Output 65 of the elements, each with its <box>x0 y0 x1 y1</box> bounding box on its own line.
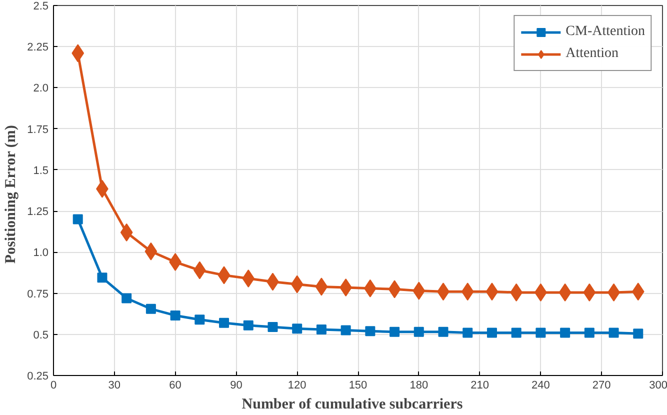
point <box>146 304 156 314</box>
point <box>633 328 644 339</box>
point <box>340 325 351 336</box>
point <box>365 326 376 336</box>
point <box>558 283 572 302</box>
point <box>536 328 546 338</box>
y-tick-label: 2.0 <box>33 82 49 95</box>
x-tick-label: 120 <box>288 380 306 392</box>
point <box>486 328 497 338</box>
point <box>120 223 133 242</box>
x-tick-label: 30 <box>108 380 121 392</box>
y-tick-label: 2.25 <box>27 42 49 54</box>
point <box>560 328 570 338</box>
x-tick-label: 240 <box>532 380 550 392</box>
y-tick-label: 2.5 <box>33 0 49 12</box>
x-tick-label: 150 <box>348 380 368 392</box>
point <box>292 324 302 334</box>
point <box>290 275 304 294</box>
point <box>583 283 596 302</box>
point <box>122 293 132 304</box>
x-tick-label: 270 <box>592 380 611 392</box>
point <box>511 328 522 338</box>
y-tick-label: 0.5 <box>33 329 49 342</box>
y-tick-label: 1.5 <box>33 164 49 177</box>
point <box>438 326 448 337</box>
point <box>219 318 230 328</box>
point <box>486 282 498 301</box>
x-tick-label: 60 <box>169 380 182 392</box>
point <box>268 322 278 332</box>
point <box>170 310 180 320</box>
point <box>388 280 401 298</box>
point <box>315 278 328 296</box>
point <box>243 320 254 330</box>
point <box>72 214 83 224</box>
x-tick-label: 90 <box>230 380 242 392</box>
x-axis-title: Number of cumulative subcarriers <box>242 396 463 412</box>
point <box>316 324 326 334</box>
point <box>608 328 619 338</box>
x-tick-label: 300 <box>649 380 667 392</box>
x-tick-label: 210 <box>470 380 489 392</box>
point <box>412 282 426 300</box>
point <box>194 314 205 325</box>
y-tick-label: 0.25 <box>27 370 49 382</box>
x-tick-label: 180 <box>410 380 428 392</box>
y-tick-label: 1.0 <box>33 247 49 260</box>
point <box>510 283 523 302</box>
y-axis-title: Positioning Error (m) <box>3 125 20 264</box>
legend-label: CM-Attention <box>566 24 645 40</box>
point <box>461 282 474 301</box>
point <box>144 242 158 260</box>
point <box>72 44 84 62</box>
x-tick-label: 0 <box>50 380 57 392</box>
point <box>242 269 255 288</box>
point <box>97 272 108 283</box>
point <box>390 326 400 337</box>
y-tick-label: 0.75 <box>27 288 49 300</box>
y-tick-label: 1.25 <box>27 206 49 218</box>
y-tick-label: 1.75 <box>27 124 49 136</box>
point <box>218 266 230 284</box>
legend-label: Attention <box>566 46 619 62</box>
point <box>462 328 473 338</box>
point <box>414 326 424 337</box>
point <box>632 282 644 301</box>
point <box>584 328 594 338</box>
point <box>193 261 206 280</box>
